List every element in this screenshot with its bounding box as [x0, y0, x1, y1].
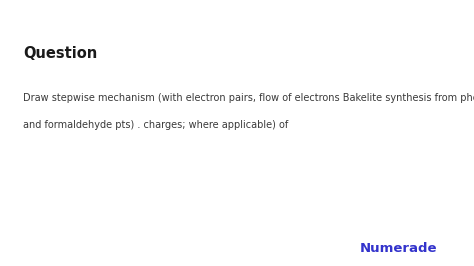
Text: Draw stepwise mechanism (with electron pairs, flow of electrons Bakelite synthes: Draw stepwise mechanism (with electron p…	[23, 93, 474, 103]
Text: and formaldehyde pts) . charges; where applicable) of: and formaldehyde pts) . charges; where a…	[23, 120, 288, 130]
Text: Numerade: Numerade	[360, 242, 438, 255]
Text: Question: Question	[23, 46, 97, 61]
